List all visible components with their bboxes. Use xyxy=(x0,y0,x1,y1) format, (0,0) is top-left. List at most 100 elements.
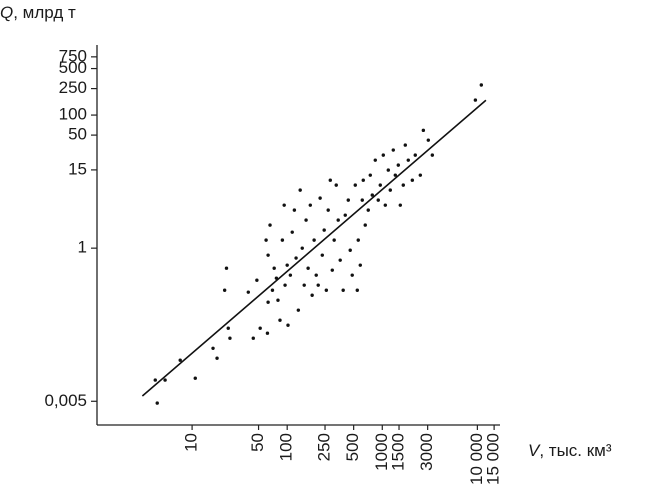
point xyxy=(366,208,370,212)
point xyxy=(396,163,401,167)
x-tick-label: 10 xyxy=(182,433,201,452)
point xyxy=(418,173,423,177)
point xyxy=(258,326,262,330)
point xyxy=(350,273,354,277)
point xyxy=(270,288,275,292)
point xyxy=(280,238,285,242)
y-tick-label: 1 xyxy=(78,238,87,257)
point xyxy=(155,401,159,405)
point xyxy=(292,208,297,212)
point xyxy=(381,153,386,157)
point xyxy=(318,196,322,200)
x-tick-label: 50 xyxy=(248,433,267,452)
x-tick-label: 3000 xyxy=(417,433,436,471)
point xyxy=(353,183,357,187)
x-label-symbol: V xyxy=(528,441,541,460)
fit-line xyxy=(141,99,487,397)
point xyxy=(296,308,301,312)
point xyxy=(314,273,318,277)
point xyxy=(266,300,270,304)
point xyxy=(224,266,229,270)
point xyxy=(226,326,230,330)
point xyxy=(356,238,360,242)
point xyxy=(393,173,398,177)
point xyxy=(406,158,410,162)
x-tick-label: 100 xyxy=(277,433,296,461)
point xyxy=(386,168,391,172)
point xyxy=(308,203,312,207)
y-axis-label: Q, млрд т xyxy=(0,3,76,22)
point xyxy=(388,188,392,192)
x-tick-label: 250 xyxy=(315,433,334,461)
y-label-unit: , млрд т xyxy=(13,3,76,22)
point xyxy=(403,143,407,147)
x-tick-label: 15 000 xyxy=(484,433,503,485)
y-tick-label: 0,005 xyxy=(44,391,87,410)
point xyxy=(294,256,298,260)
point xyxy=(283,283,287,287)
point xyxy=(153,378,157,382)
point xyxy=(376,198,380,202)
point xyxy=(322,228,326,232)
point xyxy=(264,238,268,242)
point xyxy=(328,178,332,182)
point xyxy=(310,293,314,297)
point xyxy=(193,376,197,380)
x-tick-label: 1500 xyxy=(389,433,408,471)
x-axis-label: V, тыс. км³ xyxy=(528,441,612,460)
point xyxy=(401,183,405,187)
point xyxy=(274,276,279,280)
x-label-unit: , тыс. км³ xyxy=(539,441,612,460)
point xyxy=(265,331,270,335)
point xyxy=(268,223,272,227)
y-tick-label: 500 xyxy=(59,58,87,77)
point xyxy=(383,203,388,207)
y-tick-label: 750 xyxy=(59,46,87,65)
point xyxy=(285,263,289,267)
y-label-symbol: Q xyxy=(0,3,13,22)
point xyxy=(430,153,435,157)
point xyxy=(272,266,276,270)
point xyxy=(276,298,280,302)
point xyxy=(304,218,308,222)
point xyxy=(426,138,431,142)
point xyxy=(255,278,259,282)
point xyxy=(222,288,227,292)
point xyxy=(215,356,219,360)
point xyxy=(246,290,250,294)
point xyxy=(302,283,306,287)
point xyxy=(348,248,352,252)
point xyxy=(421,128,426,133)
x-tick-label: 10 000 xyxy=(467,433,486,485)
point xyxy=(391,148,395,152)
point xyxy=(320,253,324,257)
point xyxy=(368,173,372,177)
point xyxy=(373,158,377,162)
x-tick-label: 1000 xyxy=(372,433,391,471)
point xyxy=(266,253,270,257)
point xyxy=(288,273,293,277)
y-tick-label: 250 xyxy=(59,78,87,97)
point xyxy=(410,178,415,182)
point xyxy=(278,318,282,322)
point xyxy=(363,223,367,227)
point xyxy=(398,203,402,207)
point xyxy=(336,218,340,222)
point xyxy=(343,213,347,217)
point xyxy=(338,258,342,262)
point xyxy=(330,268,334,272)
x-tick-label: 500 xyxy=(343,433,362,461)
point xyxy=(211,346,215,350)
point xyxy=(312,238,316,242)
point xyxy=(361,178,365,182)
point xyxy=(479,83,484,87)
point xyxy=(251,336,255,340)
point xyxy=(326,208,330,212)
point xyxy=(178,358,182,362)
point xyxy=(300,246,304,250)
y-tick-label: 100 xyxy=(59,105,87,124)
point xyxy=(346,198,350,202)
point xyxy=(341,288,345,292)
point xyxy=(306,266,310,270)
